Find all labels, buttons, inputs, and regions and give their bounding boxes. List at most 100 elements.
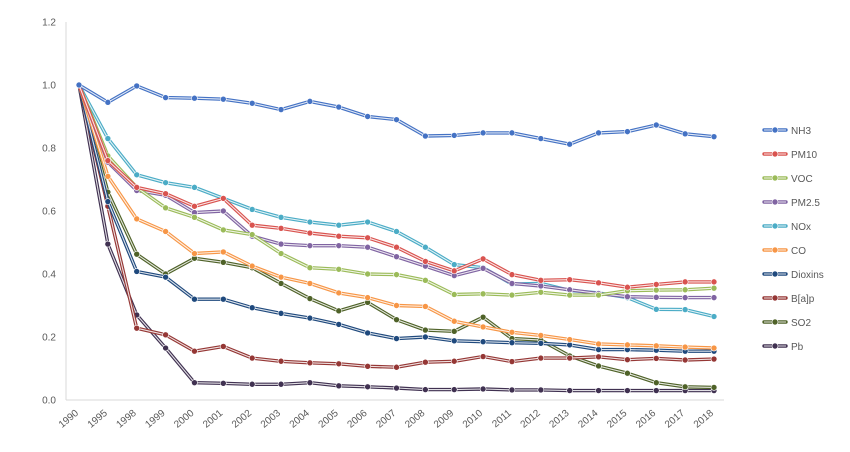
x-tick-label: 2001 [201,408,225,431]
data-point [248,380,256,388]
data-point [248,304,256,312]
data-point [335,265,343,273]
data-point [681,306,689,313]
data-point [277,225,285,232]
x-tick-label: 2014 [576,408,600,431]
legend-marker [771,294,779,302]
data-point [133,268,141,275]
data-point [479,323,487,331]
x-tick-label: 2016 [634,408,658,431]
data-point [652,355,660,362]
x-tick-label: 1995 [86,408,110,431]
data-point [335,242,343,249]
x-tick-label: 2008 [403,408,427,431]
x-tick-label: 2017 [663,408,687,431]
x-tick-label: 2011 [490,408,514,431]
legend-marker [771,150,779,158]
data-point [335,321,343,328]
x-tick-label: 2010 [461,408,485,431]
data-point [277,214,285,221]
data-point [624,341,631,349]
data-point [364,329,371,337]
data-point [652,387,660,394]
data-point [306,242,314,249]
data-point [393,316,400,323]
data-point [624,369,631,377]
legend-marker [771,318,779,326]
x-tick-label: 2006 [345,408,369,431]
series-line-outline [77,83,716,369]
data-point [277,310,285,317]
data-point [306,264,314,272]
data-point [133,184,141,191]
legend-marker [771,222,779,230]
data-point [508,328,516,336]
data-point [422,258,429,265]
data-point [220,226,227,234]
data-point [508,339,516,346]
data-point [624,356,631,363]
data-point [364,362,371,370]
data-point [710,355,718,363]
data-point [393,228,400,235]
data-point [450,267,458,275]
data-point [277,357,285,365]
data-point [364,270,371,278]
data-point [566,354,573,362]
series-line-outline [77,83,716,146]
data-point [220,207,227,215]
data-point [277,280,285,287]
data-point [364,234,371,242]
data-point [595,353,602,361]
data-point [364,383,371,391]
data-point [335,232,343,240]
data-point [710,278,718,286]
data-point [277,380,285,388]
data-point [162,94,169,101]
data-point [422,386,429,393]
data-point [335,382,343,390]
legend-label: SO2 [791,318,811,329]
legend-label: PM2.5 [791,198,820,209]
data-point [133,82,141,90]
data-point [422,276,429,284]
data-point [75,81,83,89]
data-point [422,303,429,310]
data-point [537,386,545,394]
data-point [335,289,343,297]
data-point [393,363,400,371]
x-tick-label: 1990 [57,408,81,431]
data-point [652,305,660,313]
x-tick-label: 1998 [115,408,139,431]
data-point [710,344,718,352]
data-point [508,291,516,299]
data-point [220,295,227,303]
data-point [104,198,112,205]
data-point [191,184,198,191]
data-point [162,228,169,235]
data-point [133,171,141,179]
data-point [450,291,458,298]
data-point [220,380,227,387]
data-point [450,317,458,325]
data-point [652,286,660,294]
x-tick-label: 2005 [317,408,341,431]
data-point [277,240,285,248]
data-point [450,386,458,393]
data-point [710,284,718,292]
data-point [537,282,545,290]
data-point [595,279,602,287]
data-point [652,342,660,350]
data-point [191,379,198,386]
data-point [537,354,545,362]
y-tick-label: 0.8 [42,144,56,155]
data-point [537,288,545,296]
data-point [393,302,400,309]
data-point [162,331,169,339]
legend-marker [771,342,779,350]
data-point [450,337,458,345]
data-point [191,347,198,355]
data-point [364,294,371,301]
data-point [191,202,198,210]
x-tick-label: 2018 [692,408,716,431]
